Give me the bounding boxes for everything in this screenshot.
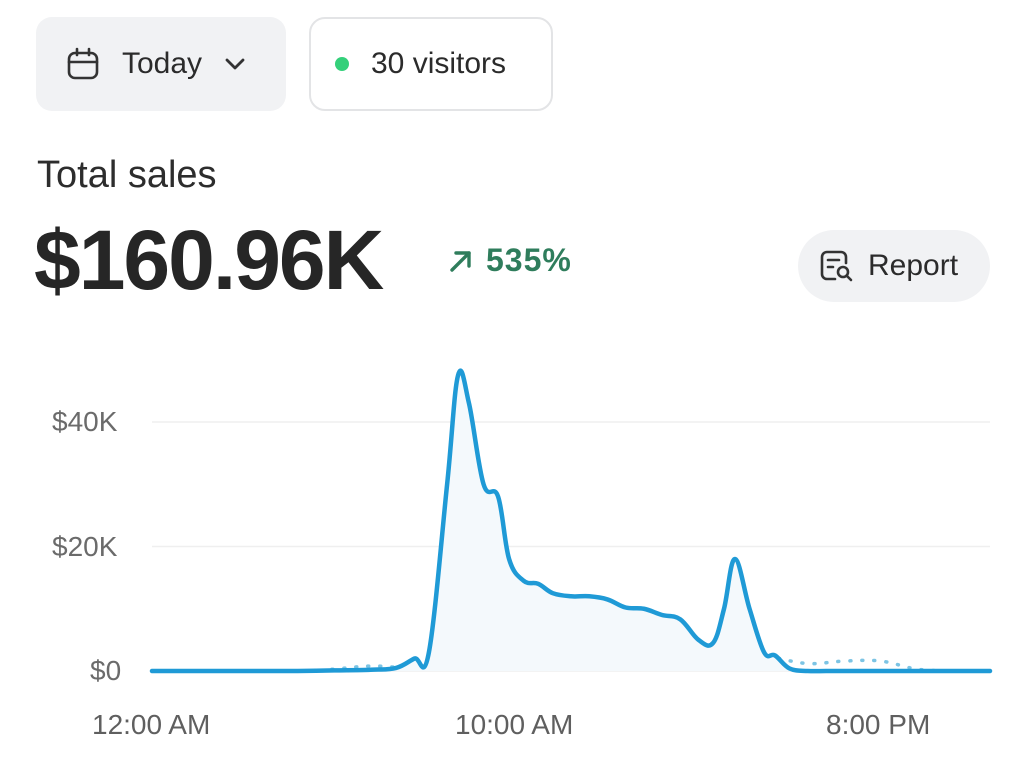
sales-line-chart	[149, 368, 993, 674]
x-tick-label: 10:00 AM	[455, 709, 574, 740]
total-sales-value: $160.96K	[34, 213, 384, 307]
report-label: Report	[868, 249, 959, 282]
y-tick-label: $40K	[52, 406, 118, 437]
x-tick-label: 12:00 AM	[92, 709, 211, 740]
arrow-up-right-icon	[450, 250, 471, 272]
chevron-down-icon	[225, 58, 245, 70]
report-search-icon	[820, 250, 853, 282]
sales-change-percent: 535%	[486, 242, 572, 278]
total-sales-label: Total sales	[37, 154, 217, 196]
y-tick-label: $20K	[52, 531, 118, 562]
y-tick-label: $0	[90, 655, 122, 686]
date-range-label: Today	[122, 47, 203, 80]
x-tick-label: 8:00 PM	[826, 709, 931, 740]
sales-area-fill	[152, 370, 990, 672]
visitors-label: 30 visitors	[371, 47, 507, 80]
live-status-dot-icon	[335, 57, 349, 71]
date-range-dropdown[interactable]: Today	[36, 17, 286, 111]
live-visitors-button[interactable]: 30 visitors	[309, 17, 553, 111]
current-period-line	[149, 368, 993, 674]
sales-change-indicator: 535%	[446, 242, 572, 279]
calendar-icon	[67, 47, 99, 80]
report-button[interactable]: Report	[798, 230, 990, 302]
